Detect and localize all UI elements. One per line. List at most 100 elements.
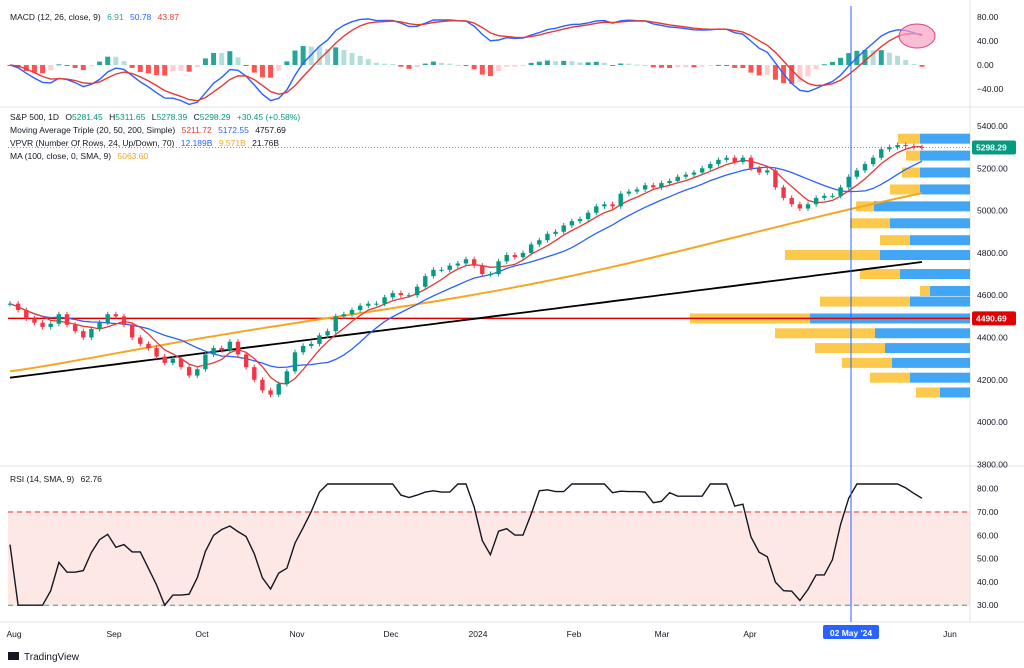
candle-body <box>545 233 550 241</box>
candle-body <box>268 390 273 395</box>
candle-body <box>186 367 192 376</box>
candle-body <box>488 274 493 276</box>
macd-histogram-bar <box>259 65 265 78</box>
candle-body <box>56 314 62 324</box>
candle-body <box>366 303 371 306</box>
macd-histogram-bar <box>650 65 656 68</box>
macd-histogram-bar <box>675 65 681 68</box>
candle-body <box>911 146 917 148</box>
macd-histogram-bar <box>463 65 469 66</box>
volume-profile-down-bar <box>898 133 920 144</box>
symbol-ohlc-legend: S&P 500, 1D O5281.45 H5311.65 L5278.39 C… <box>10 112 300 122</box>
macd-histogram-bar <box>618 63 624 65</box>
candle-body <box>561 225 566 232</box>
level-price-tag <box>972 311 1016 326</box>
macd-histogram-bar <box>911 63 917 65</box>
rsi-line <box>9 483 923 607</box>
macd-histogram-bar <box>162 65 168 76</box>
candle-body <box>651 185 656 188</box>
candle-body <box>830 195 835 197</box>
macd-histogram-bar <box>243 65 249 66</box>
candle-body <box>838 187 843 196</box>
volume-profile-down-bar <box>906 150 920 161</box>
price-tick-label: 4400.00 <box>977 333 1008 343</box>
candle-body <box>480 265 485 275</box>
candle-body <box>129 324 135 338</box>
volume-profile-up-bar <box>892 357 970 368</box>
macd-histogram-bar <box>145 65 151 74</box>
candle-body <box>765 170 770 173</box>
candle-body <box>569 221 575 226</box>
ma-triple-legend: Moving Average Triple (20, 50, 200, Simp… <box>10 125 286 135</box>
macd-histogram-bar <box>40 65 46 74</box>
macd-histogram-bar <box>805 65 811 77</box>
macd-histogram-bar <box>870 50 876 65</box>
candle-body <box>48 323 53 327</box>
candle-body <box>895 145 900 148</box>
macd-histogram-bar <box>797 65 803 83</box>
tradingview-brand-text: TradingView <box>24 652 80 663</box>
macd-histogram-bar <box>430 61 436 65</box>
macd-histogram-bar <box>333 47 339 65</box>
price-tick-label: 5000.00 <box>977 206 1008 216</box>
candle-body <box>471 259 477 266</box>
candle-body <box>585 212 591 220</box>
candle-body <box>121 316 127 325</box>
candle-body <box>618 193 623 207</box>
macd-histogram-bar <box>601 62 607 65</box>
macd-histogram-bar <box>365 59 371 65</box>
ma200-line <box>9 261 923 379</box>
macd-histogram-bar <box>561 60 567 65</box>
volume-profile-up-bar <box>874 201 970 212</box>
price-tick-label: 3800.00 <box>977 459 1008 469</box>
price-tick-label: 5400.00 <box>977 121 1008 131</box>
volume-profile-up-bar <box>910 296 970 307</box>
candle-body <box>455 263 461 266</box>
price-tick-label: 4200.00 <box>977 375 1008 385</box>
macd-histogram-bar <box>577 62 583 65</box>
price-tick-label: 4000.00 <box>977 417 1008 427</box>
volume-profile-down-bar <box>850 218 890 229</box>
macd-histogram-bar <box>97 61 103 65</box>
macd-histogram-bar <box>390 64 396 66</box>
macd-histogram-bar <box>406 65 412 69</box>
macd-histogram-bar <box>471 65 477 70</box>
macd-histogram-bar <box>707 65 713 66</box>
candle-body <box>81 331 86 338</box>
candle-body <box>781 187 786 198</box>
macd-histogram-bar <box>447 63 453 65</box>
candle-body <box>15 303 21 311</box>
time-tick-label: 2024 <box>469 629 488 639</box>
volume-profile-up-bar <box>910 372 970 383</box>
macd-histogram-bar <box>186 65 192 72</box>
volume-profile-up-bar <box>910 235 970 246</box>
candle-body <box>423 276 428 287</box>
candle-body <box>89 329 94 338</box>
macd-histogram-bar <box>821 64 827 66</box>
macd-tick-label: 40.00 <box>977 36 999 46</box>
macd-histogram-bar <box>268 65 274 78</box>
candle-body <box>716 159 721 165</box>
macd-histogram-bar <box>504 65 510 67</box>
macd-histogram-bar <box>219 52 225 65</box>
macd-histogram-bar <box>846 53 852 65</box>
candle-body <box>219 348 224 351</box>
volume-profile-up-bar <box>930 285 970 296</box>
candle-body <box>235 341 241 355</box>
candle-body <box>594 206 599 213</box>
last-price-tag <box>972 140 1016 155</box>
macd-histogram-bar <box>235 57 241 65</box>
candle-body <box>463 259 469 264</box>
candle-body <box>659 183 664 188</box>
candle-body <box>72 324 78 332</box>
candle-body <box>813 197 819 205</box>
rsi-tick-label: 40.00 <box>977 577 999 587</box>
macd-pane <box>7 18 925 106</box>
level-price-label: 4490.69 <box>976 313 1007 323</box>
candle-body <box>634 189 640 192</box>
candle-body <box>162 356 167 363</box>
macd-tick-label: 0.00 <box>977 60 994 70</box>
time-tick-label: Sep <box>106 629 121 639</box>
candle-body <box>406 295 412 297</box>
